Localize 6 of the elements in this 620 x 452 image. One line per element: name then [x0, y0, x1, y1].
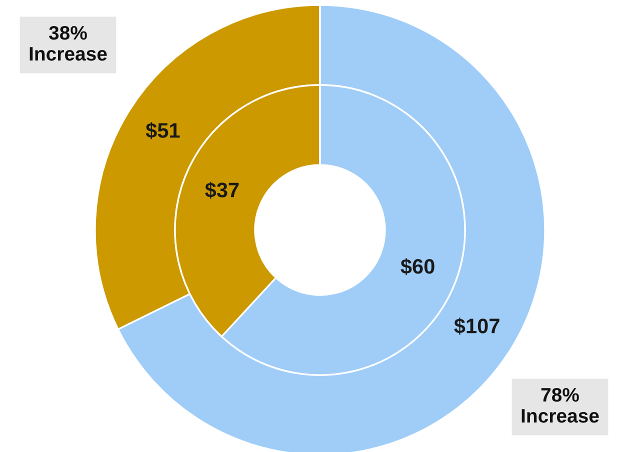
data-label: $60 [400, 258, 434, 276]
data-label: $51 [146, 122, 180, 140]
text: 78% Increase [522, 388, 599, 423]
data-label: $107 [454, 318, 500, 335]
data-label: $37 [205, 182, 239, 199]
text: 38% Increase [30, 26, 107, 61]
